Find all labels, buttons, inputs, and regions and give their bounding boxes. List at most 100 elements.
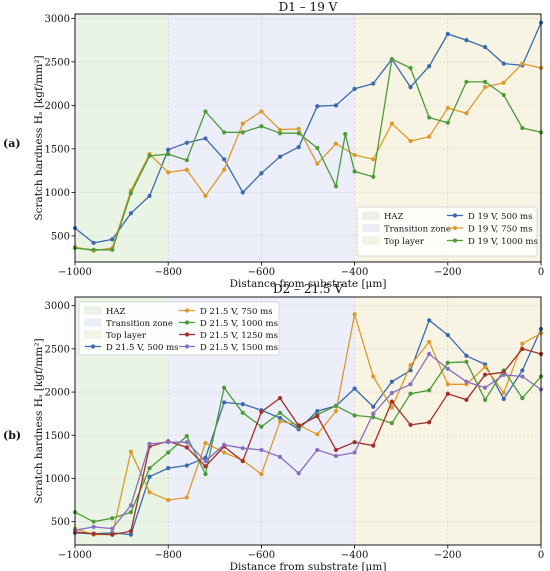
legend-label: D 21.5 V, 1250 ms [200, 331, 278, 341]
data-point [240, 121, 245, 126]
legend-label: Transition zone [106, 319, 173, 329]
legend-marker [184, 320, 190, 325]
data-point [520, 61, 525, 66]
data-point [427, 388, 432, 393]
legend-label: Top layer [106, 331, 147, 341]
data-point [408, 391, 413, 396]
data-point [520, 346, 525, 351]
data-point [352, 86, 357, 91]
series-line [74, 348, 542, 536]
data-point [427, 318, 432, 323]
data-point [184, 140, 189, 145]
legend-label: D 21.5 V, 1000 ms [200, 319, 278, 329]
data-point [128, 211, 134, 216]
data-point [501, 372, 506, 377]
chart-panel-a: −1000 −800 −600 −400 −200 0 500 1000 1500 2000 250… [3, 0, 544, 290]
data-point [389, 121, 394, 126]
data-point [240, 190, 245, 195]
data-point [296, 131, 301, 136]
series-line [74, 313, 542, 536]
data-point [259, 171, 264, 176]
x-tick-label: −400 [341, 550, 368, 561]
data-point [277, 131, 283, 136]
data-point [315, 104, 320, 109]
data-point [296, 423, 301, 428]
data-point [445, 391, 450, 396]
data-point [259, 124, 264, 129]
data-point [296, 126, 301, 131]
y-tick-label: 1000 [45, 188, 70, 199]
data-point [147, 193, 152, 198]
data-point [520, 341, 525, 346]
data-point [277, 154, 283, 159]
x-tick-label: −800 [154, 550, 181, 561]
chart-title: D2 – 21.5 V [273, 282, 343, 296]
legend-marker [90, 344, 96, 349]
data-point [259, 472, 264, 477]
data-point [166, 147, 171, 152]
data-point [222, 157, 227, 162]
plot-frame [74, 13, 542, 263]
y-tick-label: 500 [51, 517, 70, 528]
data-point [277, 410, 283, 415]
chart-title: D1 – 19 V [279, 0, 338, 14]
data-point [315, 145, 320, 151]
legend-marker [452, 238, 458, 243]
data-point [240, 410, 245, 415]
legend-label: HAZ [384, 212, 404, 222]
data-point [389, 399, 394, 404]
data-point [371, 157, 376, 162]
legend-label: D 21.5 V, 1500 ms [200, 343, 278, 353]
data-point [389, 421, 394, 426]
x-tick-label: 0 [538, 550, 544, 561]
legend-swatch [84, 306, 102, 315]
legend-swatch [362, 211, 380, 220]
data-point [464, 397, 469, 402]
data-point [427, 134, 432, 139]
data-point [184, 167, 189, 172]
data-point [445, 120, 450, 125]
data-point [147, 490, 152, 495]
data-point [91, 247, 96, 252]
data-point [296, 145, 301, 150]
data-point [91, 531, 96, 536]
data-point [166, 151, 171, 157]
legend-label: Transition zone [384, 225, 451, 235]
y-tick-label: 1500 [45, 431, 70, 442]
data-point [315, 161, 320, 166]
data-point [482, 44, 488, 50]
panel-label: (a) [3, 137, 21, 150]
data-point [240, 446, 245, 451]
data-point [352, 312, 357, 317]
data-point [184, 440, 189, 445]
data-point [482, 385, 488, 390]
data-point [277, 419, 283, 424]
region-haz [75, 14, 169, 262]
series-line [74, 62, 542, 252]
data-point [147, 153, 152, 158]
data-point [222, 450, 227, 455]
series-line [74, 353, 542, 531]
data-point [147, 441, 152, 446]
x-axis-label: Distance from substrate [μm] [230, 561, 387, 571]
data-point [482, 397, 488, 402]
data-point [203, 459, 208, 464]
data-point [91, 524, 96, 529]
legend-box [356, 206, 538, 257]
data-point [352, 413, 357, 418]
x-tick-label: −200 [434, 267, 461, 278]
legend-marker [184, 344, 190, 349]
data-point [520, 374, 525, 379]
data-point [501, 80, 506, 85]
data-point [184, 463, 189, 468]
data-point [259, 424, 264, 429]
y-tick-label: 500 [51, 231, 70, 242]
data-point [482, 84, 488, 90]
data-point [501, 92, 506, 98]
panel-label: (b) [3, 429, 21, 442]
x-axis-label: Distance from substrate [μm] [230, 278, 387, 290]
data-point [184, 445, 189, 450]
x-tick-label: −600 [248, 267, 275, 278]
data-point [352, 169, 357, 174]
